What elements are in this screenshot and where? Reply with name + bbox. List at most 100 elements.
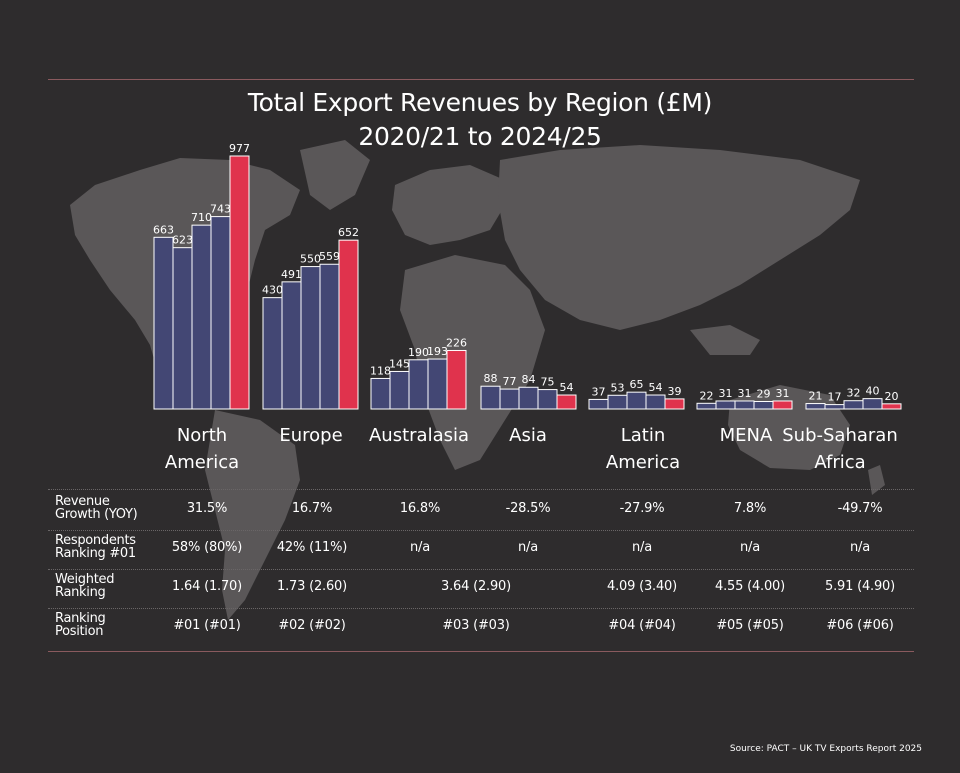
source-note: Source: PACT – UK TV Exports Report 2025 (729, 744, 922, 754)
bar-sub-saharan-africa-2 (824, 404, 845, 410)
bar-latin-america-2 (607, 394, 628, 410)
bar-label-sub-saharan-africa-5: 20 (885, 390, 899, 403)
bar-label-sub-saharan-africa-1: 21 (809, 390, 823, 403)
bar-north-america-5 (229, 155, 250, 410)
top-rule (48, 79, 914, 80)
bar-label-europe-3: 550 (300, 253, 321, 266)
table-row-label-line-1: Revenue (55, 494, 110, 509)
bar-australasia-4 (427, 358, 448, 410)
region-label-3: Australasia (359, 422, 479, 449)
table-cell: 7.8% (733, 501, 767, 516)
bar-north-america-3 (191, 224, 212, 410)
region-label-line-1: Sub-Saharan (782, 425, 898, 446)
bar-label-sub-saharan-africa-2: 17 (828, 391, 842, 404)
bar-label-latin-america-5: 39 (668, 385, 682, 398)
bar-label-europe-2: 491 (281, 268, 302, 281)
bar-asia-4 (537, 389, 558, 410)
bar-sub-saharan-africa-1 (805, 403, 826, 410)
bar-labels-group: 6636237107439774304915505596521181451901… (153, 142, 899, 404)
table-row-label: Ranking Position (55, 612, 165, 638)
bar-latin-america-5 (664, 398, 685, 410)
table-cell: n/a (518, 540, 538, 555)
table-row-separator (48, 569, 914, 570)
bar-label-australasia-1: 118 (370, 364, 391, 377)
bar-label-mena-3: 31 (738, 387, 752, 400)
bar-label-australasia-2: 145 (389, 357, 410, 370)
bar-label-asia-3: 84 (522, 373, 536, 386)
bar-label-asia-1: 88 (484, 372, 498, 385)
bar-label-mena-5: 31 (776, 387, 790, 400)
table-cell: 16.8% (399, 501, 441, 516)
bar-label-mena-4: 29 (757, 387, 771, 400)
bar-label-latin-america-3: 65 (630, 378, 644, 391)
bar-mena-5 (772, 400, 793, 410)
table-row-label-line-1: Ranking (55, 611, 106, 626)
region-label-line-2: Africa (814, 452, 866, 473)
table-cell: #05 (#05) (716, 618, 784, 633)
table-cell: 1.64 (1.70) (172, 579, 242, 594)
table-row-label-line-2: Position (55, 624, 104, 639)
bar-australasia-1 (370, 377, 391, 410)
bar-asia-1 (480, 385, 501, 410)
table-cell: 58% (80%) (171, 540, 243, 555)
table-cell: 1.73 (2.60) (277, 579, 347, 594)
table-row-label: Weighted Ranking (55, 573, 165, 599)
bar-latin-america-1 (588, 398, 609, 410)
region-label-6: MENA (686, 422, 806, 449)
table-cell: 5.91 (4.90) (825, 579, 895, 594)
bar-label-australasia-4: 193 (427, 345, 448, 358)
table-cell: #04 (#04) (608, 618, 676, 633)
region-label-line-1: Asia (509, 425, 547, 446)
table-cell: -28.5% (505, 501, 551, 516)
table-row-separator (48, 608, 914, 609)
bar-north-america-4 (210, 216, 231, 410)
bar-latin-america-3 (626, 391, 647, 410)
table-top-separator (48, 489, 914, 490)
region-label-7: Sub-Saharan Africa (780, 422, 900, 476)
bar-label-north-america-5: 977 (229, 142, 250, 155)
bar-australasia-3 (408, 359, 429, 410)
bar-label-asia-5: 54 (560, 381, 574, 394)
bar-label-asia-2: 77 (503, 375, 517, 388)
table-cell: #02 (#02) (278, 618, 346, 633)
table-cell: n/a (740, 540, 760, 555)
bar-label-europe-4: 559 (319, 250, 340, 263)
bar-sub-saharan-africa-3 (843, 400, 864, 410)
table-cell: 42% (11%) (276, 540, 348, 555)
table-cell: 31.5% (186, 501, 228, 516)
bar-label-sub-saharan-africa-4: 40 (866, 385, 880, 398)
bar-mena-1 (696, 402, 717, 410)
bar-label-sub-saharan-africa-3: 32 (847, 387, 861, 400)
region-label-line-2: America (605, 452, 681, 473)
region-label-line-2: America (164, 452, 240, 473)
bar-australasia-5 (446, 349, 467, 410)
bar-europe-1 (262, 297, 283, 410)
table-cell: #01 (#01) (173, 618, 241, 633)
bar-label-north-america-1: 663 (153, 223, 174, 236)
table-cell: #03 (#03) (442, 618, 510, 633)
bar-europe-3 (300, 266, 321, 410)
table-row-label: Respondents Ranking #01 (55, 534, 165, 560)
bar-mena-4 (753, 400, 774, 410)
table-row-label: Revenue Growth (YOY) (55, 495, 165, 521)
bar-label-mena-1: 22 (700, 389, 714, 402)
table-cell: #06 (#06) (826, 618, 894, 633)
table-row-label-line-1: Respondents (55, 533, 136, 548)
table-cell: -27.9% (619, 501, 665, 516)
bar-north-america-1 (153, 236, 174, 410)
table-cell: 3.64 (2.90) (441, 579, 511, 594)
bar-label-mena-2: 31 (719, 387, 733, 400)
region-label-5: Latin America (583, 422, 703, 476)
table-row-label-line-2: Ranking #01 (55, 546, 136, 561)
bar-sub-saharan-africa-5 (881, 403, 902, 410)
bar-sub-saharan-africa-4 (862, 398, 883, 410)
bar-north-america-2 (172, 247, 193, 410)
bar-label-latin-america-2: 53 (611, 381, 625, 394)
table-row-separator (48, 530, 914, 531)
bar-asia-3 (518, 386, 539, 410)
bar-label-asia-4: 75 (541, 376, 555, 389)
chart-title-line-2: 2020/21 to 2024/25 (358, 122, 602, 151)
region-label-line-1: Latin (620, 425, 666, 446)
table-cell: -49.7% (837, 501, 883, 516)
